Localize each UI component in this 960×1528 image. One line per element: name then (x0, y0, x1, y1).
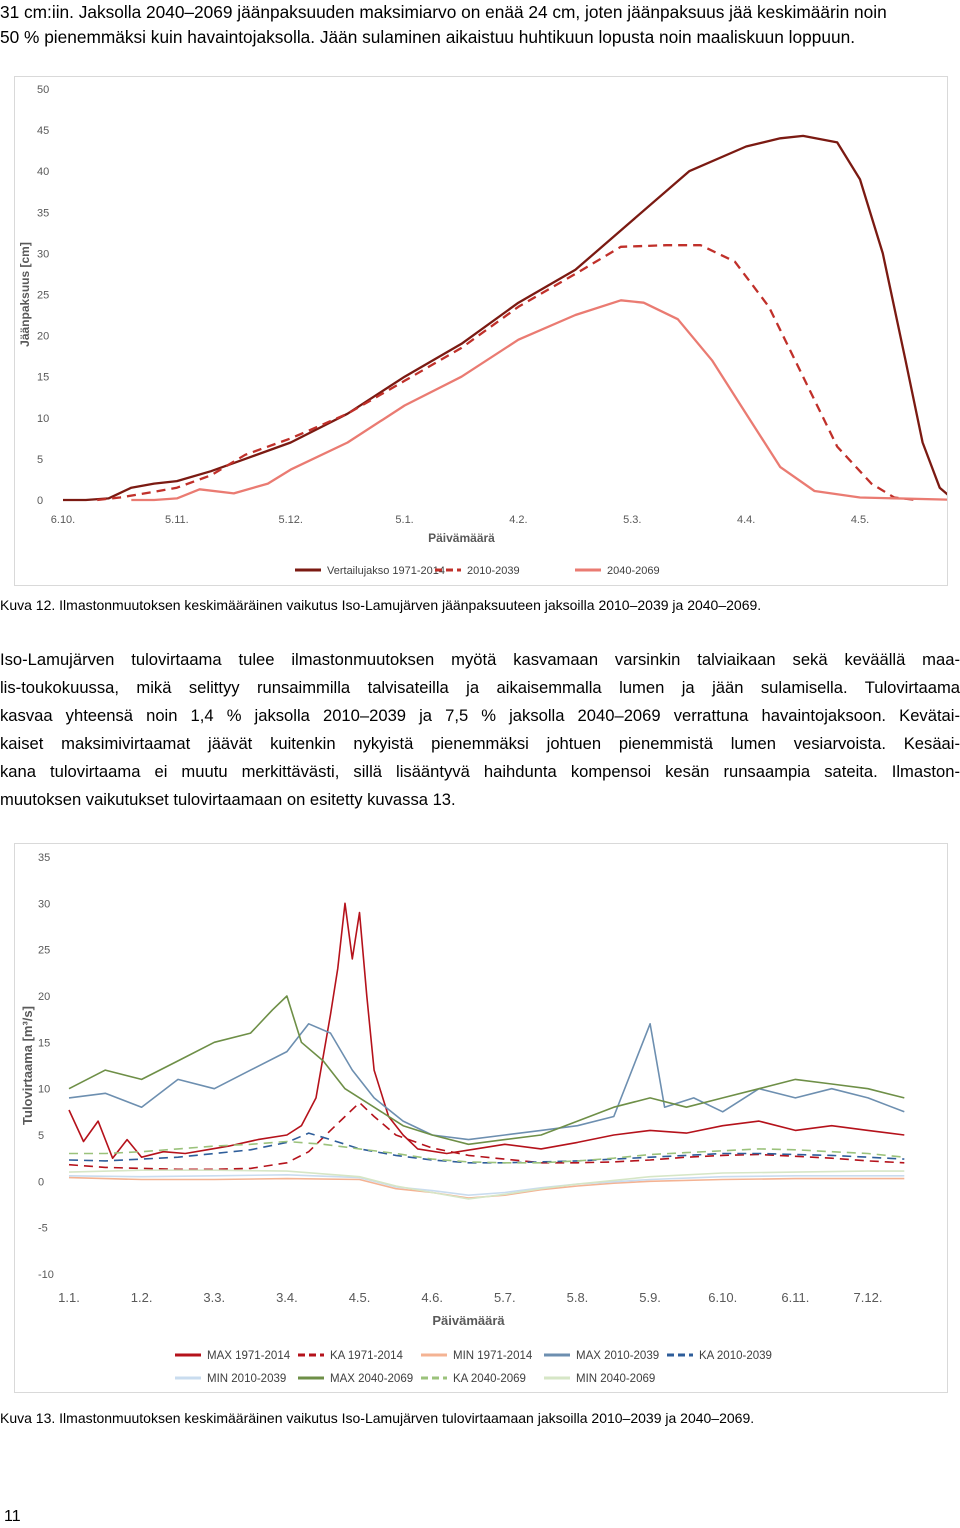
legend-label: MAX 2010-2039 (576, 1350, 659, 1362)
series-line (68, 1169, 905, 1200)
paragraph-line: lis-toukokuussa, mikä selittyy runsaimmi… (0, 678, 960, 697)
inflow-svg: -10 -5 0 5 10 15 20 25 30 35 1.1. 1.2. 3.3. 3.4. 4.5. 4… (20, 852, 905, 1385)
y-tick-label: 20 (37, 331, 49, 343)
x-tick-label: 6.10. (51, 514, 75, 526)
intro-line: 50 % pienemmäksi kuin havaintojaksolla. … (0, 27, 855, 47)
y-tick-label: 50 (37, 84, 49, 96)
x-tick-label: 5.1. (395, 514, 413, 526)
y-tick-label: 25 (37, 290, 49, 302)
figure-12-caption: Kuva 12. Ilmastonmuutoksen keskimääräine… (0, 597, 762, 613)
paragraph-line: muutoksen vaikutukset tulovirtaamaan on … (0, 790, 456, 809)
y-tick-label: 45 (37, 125, 49, 137)
x-axis-label: Päivämäärä (428, 531, 495, 545)
series-line (68, 995, 905, 1146)
legend-label: 2040-2069 (607, 565, 660, 577)
x-tick-label: 4.5. (349, 1290, 371, 1305)
x-axis-label: Päivämäärä (432, 1313, 505, 1328)
x-tick-label: 5.9. (639, 1290, 661, 1305)
y-axis-label: Jäänpaksuus [cm] (18, 242, 32, 347)
y-tick-label: -5 (38, 1223, 48, 1235)
x-tick-label: 6.10. (708, 1290, 737, 1305)
x-tick-label: 5.3. (623, 514, 641, 526)
page-number: 11 (4, 1508, 21, 1525)
x-tick-label: 4.2. (509, 514, 527, 526)
x-tick-label: 5.12. (278, 514, 302, 526)
legend-label: Vertailujakso 1971-2014 (327, 565, 445, 577)
ice-thickness-chart: 0 5 10 15 20 25 30 35 40 45 50 6.10. 5.11. 5.12. 5.1. 4… (14, 76, 948, 586)
y-tick-label: 5 (38, 1130, 44, 1142)
y-tick-label: 0 (37, 495, 43, 507)
series-line (68, 902, 905, 1159)
y-axis-label: Tulovirtaama [m³/s] (20, 1006, 35, 1125)
ice-thickness-svg: 0 5 10 15 20 25 30 35 40 45 50 6.10. 5.11. 5.12. 5.1. 4… (18, 84, 947, 577)
y-tick-label: 30 (38, 898, 50, 910)
x-tick-label: 6.11. (781, 1290, 809, 1305)
x-tick-label: 4.5. (851, 514, 869, 526)
legend-label: MIN 2040-2069 (576, 1373, 655, 1385)
x-tick-label: 3.4. (276, 1290, 298, 1305)
y-tick-label: 35 (37, 207, 49, 219)
intro-line: 31 cm:iin. Jaksolla 2040–2069 jäänpaksuu… (0, 2, 887, 22)
legend-label: KA 1971-2014 (330, 1350, 404, 1362)
series-line (68, 1174, 905, 1196)
series-line (68, 1023, 905, 1141)
series-line (69, 1140, 905, 1164)
legend-label: 2010-2039 (467, 565, 520, 577)
x-tick-label: 1.2. (131, 1290, 153, 1305)
legend-label: MAX 2040-2069 (330, 1373, 413, 1385)
x-tick-label: 4.4. (737, 514, 755, 526)
y-tick-label: 0 (38, 1176, 44, 1188)
series-line (68, 1176, 905, 1199)
legend-label: MIN 1971-2014 (453, 1350, 533, 1362)
legend-label: KA 2040-2069 (453, 1373, 526, 1385)
y-tick-label: 35 (38, 852, 50, 864)
y-tick-label: 30 (37, 248, 49, 260)
x-tick-label: 4.6. (421, 1290, 443, 1305)
series-line (131, 299, 947, 502)
y-tick-label: 10 (37, 413, 49, 425)
y-tick-label: 20 (38, 991, 50, 1003)
paragraph-line: kaiset maksimivirtaamat jäävät kuitenkin… (0, 734, 960, 753)
body-paragraph: Iso-Lamujärven tulovirtaama tulee ilmast… (0, 646, 960, 814)
series-line (63, 134, 947, 502)
series-line (68, 1101, 905, 1171)
figure-13-caption: Kuva 13. Ilmastonmuutoksen keskimääräine… (0, 1410, 755, 1426)
legend-label: MAX 1971-2014 (207, 1350, 291, 1362)
series-line (68, 1132, 905, 1164)
paragraph-line: Iso-Lamujärven tulovirtaama tulee ilmast… (0, 650, 960, 669)
y-tick-label: -10 (38, 1269, 54, 1281)
legend-label: MIN 2010-2039 (207, 1373, 286, 1385)
series-line (97, 244, 918, 502)
paragraph-line: kana tulovirtaama ei muutu merkittävästi… (0, 762, 960, 781)
x-tick-label: 7.12. (854, 1290, 883, 1305)
x-tick-label: 3.3. (203, 1290, 225, 1305)
legend-label: KA 2010-2039 (699, 1350, 772, 1362)
paragraph-line: kasvaa yhteensä noin 1,4 % jaksolla 2010… (0, 706, 960, 725)
y-tick-label: 40 (37, 166, 49, 178)
y-tick-label: 10 (38, 1084, 50, 1096)
y-tick-label: 15 (38, 1037, 50, 1049)
y-tick-label: 25 (38, 945, 50, 957)
inflow-chart: -10 -5 0 5 10 15 20 25 30 35 1.1. 1.2. 3.3. 3.4. 4.5. 4… (14, 843, 948, 1393)
x-tick-label: 5.7. (494, 1290, 516, 1305)
y-tick-label: 15 (37, 372, 49, 384)
intro-text: 31 cm:iin. Jaksolla 2040–2069 jäänpaksuu… (0, 0, 960, 50)
y-tick-label: 5 (37, 454, 43, 466)
x-tick-label: 5.11. (165, 514, 189, 526)
x-tick-label: 5.8. (567, 1290, 589, 1305)
x-tick-label: 1.1. (58, 1290, 80, 1305)
